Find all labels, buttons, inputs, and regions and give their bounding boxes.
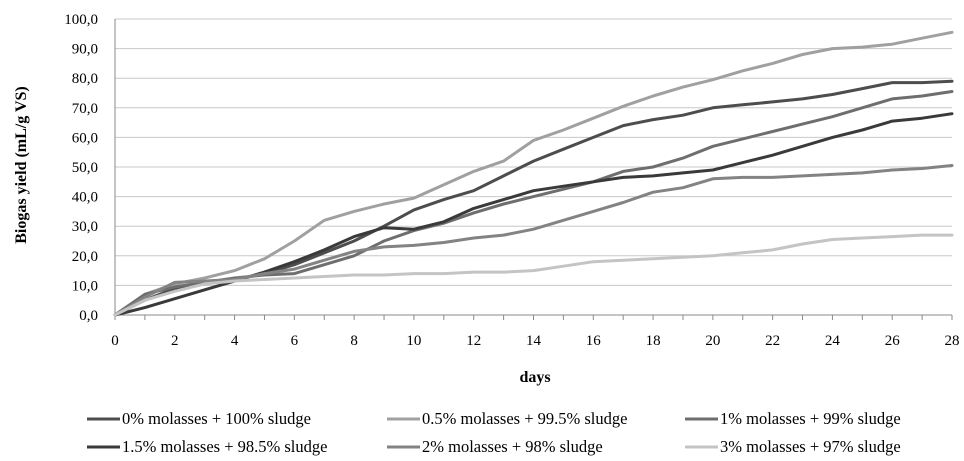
x-tick-label: 14 [526,333,542,349]
x-tick-label: 0 [111,333,119,349]
legend-item: 1.5% molasses + 98.5% sludge [87,437,327,456]
x-tick-label: 18 [646,333,661,349]
y-tick-label: 10,0 [72,278,98,294]
x-tick-label: 8 [350,333,358,349]
legend: 0% molasses + 100% sludge 0.5% molasses +… [87,409,901,456]
y-tick-label: 0,0 [79,308,98,324]
series-lines [113,30,954,317]
legend-label: 2% molasses + 98% sludge [422,437,603,456]
y-tick-labels: 0,0 10,0 20,0 30,0 40,0 50,0 60,0 70,0 80,0 90,0 1… [64,12,98,324]
legend-item: 3% molasses + 97% sludge [685,437,901,456]
series-line [113,30,954,317]
x-tick-label: 10 [406,333,421,349]
legend-item: 2% molasses + 98% sludge [387,437,603,456]
x-tick-label: 24 [825,333,841,349]
series-line [113,112,954,317]
y-tick-label: 30,0 [72,219,98,235]
legend-item: 0.5% molasses + 99.5% sludge [387,409,627,428]
y-tick-label: 40,0 [72,190,98,206]
legend-label: 0.5% molasses + 99.5% sludge [422,409,627,428]
y-tick-label: 100,0 [64,12,98,28]
y-tick-label: 50,0 [72,160,98,176]
series-line [113,233,954,317]
legend-item: 0% molasses + 100% sludge [87,409,311,428]
y-tick-label: 60,0 [72,130,98,146]
x-axis-label: days [519,369,550,386]
x-tick-label: 28 [945,333,960,349]
x-tick-label: 20 [705,333,720,349]
axes [114,19,953,320]
legend-label: 1.5% molasses + 98.5% sludge [122,437,327,456]
x-tick-label: 2 [171,333,179,349]
x-tick-labels: 0 2 4 6 8 10 12 14 16 18 20 22 24 26 28 [111,333,959,349]
y-axis-label: Biogas yield (mL/g VS) [13,86,30,244]
x-tick-label: 12 [466,333,481,349]
series-line [113,164,954,317]
x-tick-label: 4 [231,333,239,349]
x-tick-label: 26 [885,333,901,349]
y-tick-label: 20,0 [72,249,98,265]
legend-label: 1% molasses + 99% sludge [720,409,901,428]
y-tick-label: 70,0 [72,101,98,117]
y-tick-label: 90,0 [72,42,98,58]
legend-label: 3% molasses + 97% sludge [720,437,901,456]
legend-label: 0% molasses + 100% sludge [122,409,311,428]
x-tick-label: 6 [291,333,299,349]
legend-item: 1% molasses + 99% sludge [685,409,901,428]
y-tick-label: 80,0 [72,71,98,87]
x-tick-label: 16 [586,333,602,349]
x-tick-label: 22 [765,333,780,349]
